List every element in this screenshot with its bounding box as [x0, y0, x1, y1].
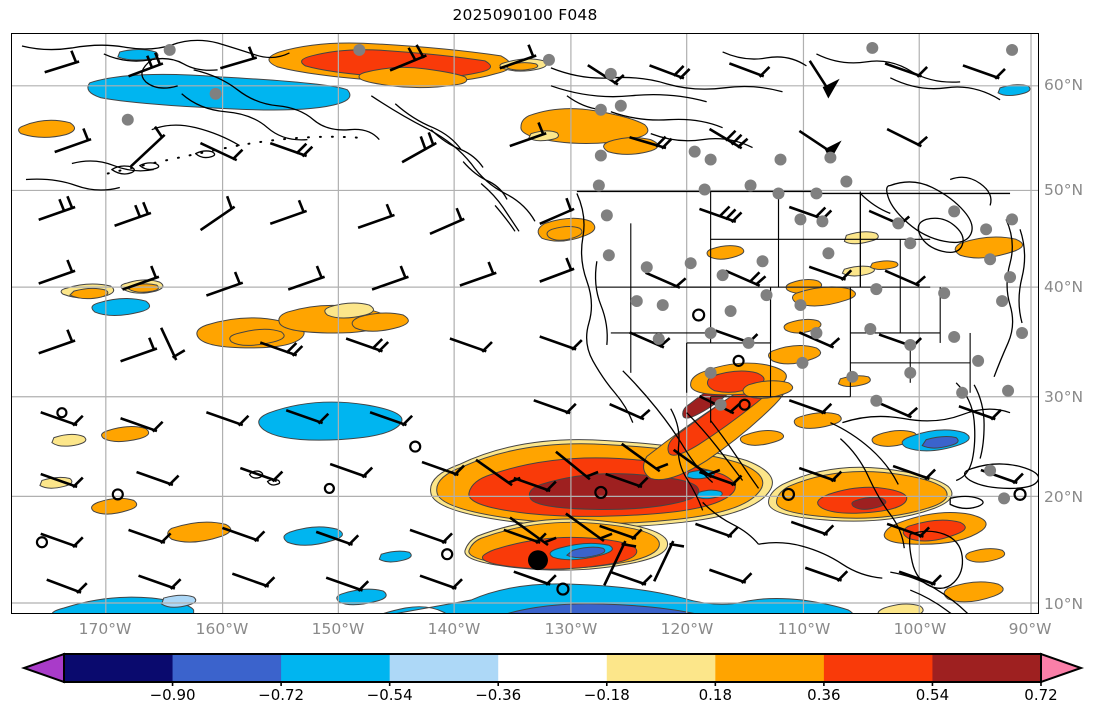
colorbar-tick-label: 0.18: [698, 686, 733, 704]
x-tick-label: 100°W: [893, 620, 947, 638]
station-marker-layer: [35, 41, 1029, 596]
gridline-layer: [12, 34, 1038, 613]
colorbar-canvas[interactable]: [0, 652, 1105, 686]
colorbar-segments: [20, 652, 1085, 684]
x-tick-label: 160°W: [195, 620, 249, 638]
y-tick-label: 60°N: [1044, 76, 1084, 94]
wind-barb-layer: [38, 44, 1024, 594]
y-tick-label: 10°N: [1044, 595, 1084, 613]
x-tick-label: 150°W: [311, 620, 365, 638]
colorbar-tick-marks: [171, 682, 1042, 686]
colorbar-tick-label: 0.54: [915, 686, 950, 704]
map-canvas[interactable]: [12, 34, 1038, 613]
x-tick-label: 90°W: [1008, 620, 1052, 638]
x-tick-label: 140°W: [427, 620, 481, 638]
x-tick-label: 120°W: [660, 620, 714, 638]
map-plot-area[interactable]: [11, 33, 1039, 614]
station-filled-circle-group: [527, 550, 548, 571]
colorbar[interactable]: −0.90 −0.72 −0.54 −0.36 −0.18 0.18 0.36 0.54 0.7…: [0, 652, 1105, 712]
x-tick-label: 110°W: [777, 620, 831, 638]
y-tick-label: 20°N: [1044, 488, 1084, 506]
y-tick-label: 40°N: [1044, 278, 1084, 296]
colorbar-tick-label: −0.90: [149, 686, 196, 704]
x-tick-label: 170°W: [78, 620, 132, 638]
colorbar-tick-label: 0.36: [807, 686, 841, 704]
x-tick-label: 130°W: [544, 620, 598, 638]
y-tick-label: 30°N: [1044, 388, 1084, 406]
filled-contour-layer: [18, 42, 1031, 613]
colorbar-tick-label: −0.18: [583, 686, 630, 704]
colorbar-tick-label: 0.72: [1024, 686, 1058, 704]
colorbar-tick-label: −0.54: [366, 686, 413, 704]
station-dot-group: [121, 41, 1029, 505]
colorbar-tick-label: −0.72: [258, 686, 305, 704]
page-title: 2025090100 F048: [452, 6, 598, 24]
station-open-circle-group: [35, 308, 1027, 596]
state-border-layer: [596, 191, 971, 423]
y-tick-label: 50°N: [1044, 181, 1084, 199]
colorbar-tick-label: −0.36: [475, 686, 522, 704]
